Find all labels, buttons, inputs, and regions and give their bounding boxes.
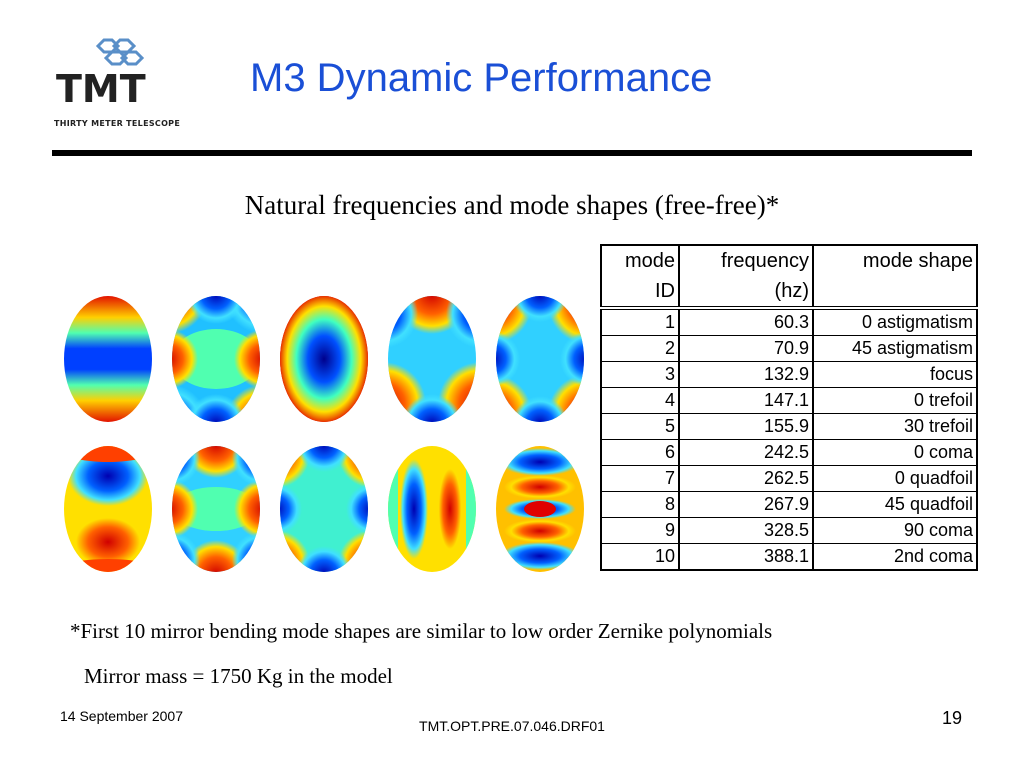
cell-mode-shape: 0 quadfoil [812,465,978,492]
frequency-table: mode frequency mode shape ID (hz) 1 60.3 0… [600,244,978,571]
cell-mode-id: 5 [600,413,680,440]
cell-frequency: 267.9 [678,491,814,518]
cell-frequency: 328.5 [678,517,814,544]
col-header-frequency: frequency [678,244,814,276]
cell-mode-shape: 0 coma [812,439,978,466]
cell-frequency: 155.9 [678,413,814,440]
cell-frequency: 132.9 [678,361,814,388]
mode-shape-2-icon [172,296,260,422]
hexagon-cluster-icon [95,38,145,66]
logo-tagline: THIRTY METER TELESCOPE [54,119,181,128]
cell-mode-id: 6 [600,439,680,466]
table-row: 8 267.9 45 quadfoil [600,491,978,518]
mode-shape-1-icon [64,296,152,422]
mass-note: Mirror mass = 1750 Kg in the model [84,664,393,688]
cell-frequency: 147.1 [678,387,814,414]
mode-shapes-svg [64,296,584,572]
table-row: 6 242.5 0 coma [600,439,978,466]
cell-mode-shape: focus [812,361,978,388]
cell-mode-id: 2 [600,335,680,362]
table-header-row: ID (hz) [600,276,978,309]
cell-mode-shape: 0 astigmatism [812,306,978,336]
mode-shape-4-icon [388,296,476,422]
table-row: 9 328.5 90 coma [600,517,978,544]
cell-mode-shape: 30 trefoil [812,413,978,440]
footnote: *First 10 mirror bending mode shapes are… [70,619,773,643]
cell-mode-shape: 45 quadfoil [812,491,978,518]
col-subheader-id: ID [600,276,680,309]
footer-date: 14 September 2007 [60,708,183,724]
col-header-mode: mode [600,244,680,276]
table-row: 2 70.9 45 astigmatism [600,335,978,362]
table-row: 4 147.1 0 trefoil [600,387,978,414]
mode-shape-10-icon [496,446,584,572]
cell-mode-id: 7 [600,465,680,492]
cell-frequency: 60.3 [678,306,814,336]
mode-shape-5-icon [496,296,584,422]
tmt-logo: TMT THIRTY METER TELESCOPE [52,36,192,131]
cell-mode-shape: 45 astigmatism [812,335,978,362]
table-row: 10 388.1 2nd coma [600,543,978,571]
cell-mode-id: 1 [600,306,680,336]
cell-mode-id: 4 [600,387,680,414]
cell-frequency: 242.5 [678,439,814,466]
page-title: M3 Dynamic Performance [250,56,713,100]
col-header-mode-shape: mode shape [812,244,978,276]
page-number: 19 [942,708,963,728]
footer-doc-id: TMT.OPT.PRE.07.046.DRF01 [419,718,605,734]
mode-shapes-grid [56,290,586,580]
cell-mode-id: 10 [600,543,680,571]
mode-shape-7-icon [172,446,260,572]
cell-frequency: 388.1 [678,543,814,571]
cell-frequency: 262.5 [678,465,814,492]
cell-mode-id: 8 [600,491,680,518]
table-row: 1 60.3 0 astigmatism [600,306,978,336]
table-row: 3 132.9 focus [600,361,978,388]
section-subtitle: Natural frequencies and mode shapes (fre… [244,190,780,220]
mode-shape-9-icon [388,446,476,572]
cell-mode-shape: 0 trefoil [812,387,978,414]
table-header-row: mode frequency mode shape [600,244,978,276]
logo-wordmark: TMT [56,67,146,111]
cell-mode-id: 3 [600,361,680,388]
mode-shape-3-icon [280,296,368,422]
title-divider [52,150,972,156]
table-row: 7 262.5 0 quadfoil [600,465,978,492]
col-subheader-unit: (hz) [678,276,814,309]
cell-mode-shape: 90 coma [812,517,978,544]
cell-mode-shape: 2nd coma [812,543,978,571]
table-row: 5 155.9 30 trefoil [600,413,978,440]
mode-shape-8-icon [280,446,368,572]
mode-shape-6-icon [64,446,152,572]
cell-frequency: 70.9 [678,335,814,362]
col-subheader-blank [812,276,978,309]
cell-mode-id: 9 [600,517,680,544]
